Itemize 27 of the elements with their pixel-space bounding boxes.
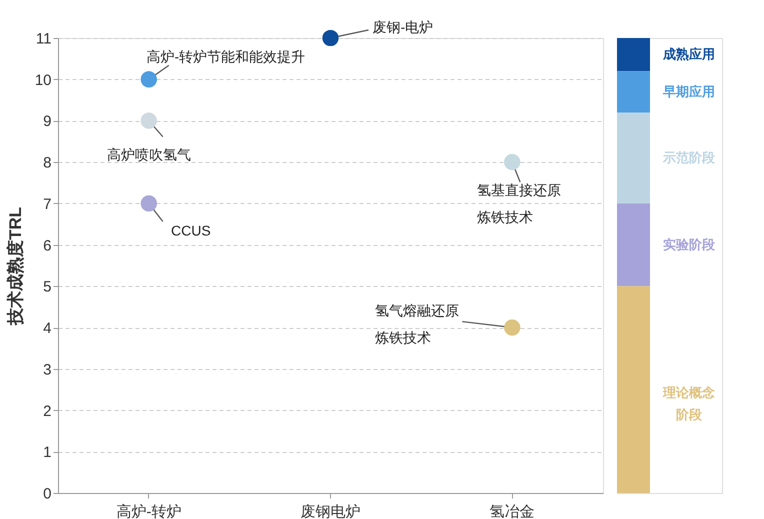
y-tick-label: 6	[43, 237, 52, 254]
y-tick-label: 1	[43, 444, 52, 462]
text: 早期应用	[662, 84, 715, 99]
y-tick-label: 0	[43, 486, 52, 502]
y-axis-title: 技术成熟度TRL	[6, 206, 25, 326]
y-tick-label: 4	[43, 320, 52, 338]
annotation: 废钢-电炉	[372, 19, 434, 35]
text: 示范阶段	[662, 150, 716, 165]
y-tick-label: 7	[43, 196, 52, 213]
y-tick-label: 2	[43, 402, 52, 420]
y-tick-label: 9	[43, 113, 52, 130]
x-tick-label: 氢冶金	[490, 504, 535, 519]
y-tick-label: 8	[43, 154, 52, 172]
annotation: CCUS	[170, 222, 211, 238]
text: 成熟应用	[662, 46, 715, 62]
annotation: 氢基直接还原炼铁技术	[477, 182, 562, 226]
y-tick-label: 10	[34, 72, 52, 89]
x-tick-label: 高炉-转炉	[116, 504, 182, 519]
text: 实验阶段	[663, 236, 716, 252]
annotation: 氢气熔融还原炼铁技术	[375, 302, 460, 346]
annotation: 高炉喷吹氢气	[106, 146, 191, 163]
y-tick-label: 3	[43, 361, 52, 378]
annotation: 高炉-转炉节能和能效提升	[146, 48, 306, 64]
y-tick-label: 11	[36, 30, 52, 48]
x-tick-label: 废钢电炉	[300, 504, 360, 519]
y-tick-label: 5	[43, 278, 52, 296]
text: 理论概念阶段	[662, 384, 716, 422]
